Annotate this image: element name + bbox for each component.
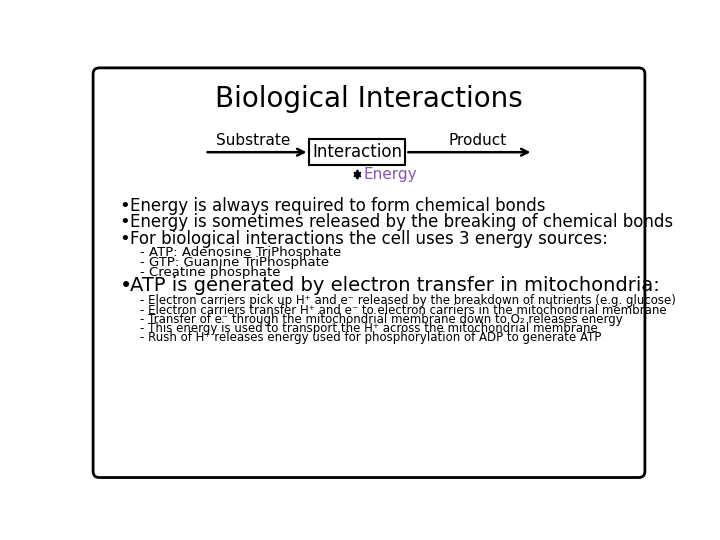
Text: - Creatine phosphate: - Creatine phosphate <box>140 266 281 279</box>
Text: Energy: Energy <box>364 167 417 182</box>
Text: - GTP: Guanine TriPhosphate: - GTP: Guanine TriPhosphate <box>140 256 330 269</box>
Text: - Rush of H⁺ releases energy used for phosphorylation of ADP to generate ATP: - Rush of H⁺ releases energy used for ph… <box>140 331 602 344</box>
Text: - This energy is used to transport the H⁺ across the mitochondrial membrane: - This energy is used to transport the H… <box>140 322 598 335</box>
Text: - ATP: Adenosine TriPhosphate: - ATP: Adenosine TriPhosphate <box>140 246 341 259</box>
Text: •: • <box>120 197 130 215</box>
Text: Biological Interactions: Biological Interactions <box>215 85 523 113</box>
Text: •: • <box>120 230 130 247</box>
Text: For biological interactions the cell uses 3 energy sources:: For biological interactions the cell use… <box>130 230 608 247</box>
Text: Interaction: Interaction <box>312 143 402 161</box>
Text: Product: Product <box>449 133 507 148</box>
Text: •: • <box>120 213 130 232</box>
Text: ATP is generated by electron transfer in mitochondria:: ATP is generated by electron transfer in… <box>130 276 660 295</box>
Text: Energy is sometimes released by the breaking of chemical bonds: Energy is sometimes released by the brea… <box>130 213 673 232</box>
Text: •: • <box>120 276 132 296</box>
Text: - Electron carriers transfer H⁺ and e⁻ to electron carriers in the mitochondrial: - Electron carriers transfer H⁺ and e⁻ t… <box>140 303 667 316</box>
Text: Substrate: Substrate <box>215 133 290 148</box>
Text: - Transfer of e⁻ through the mitochondrial membrane down to O₂ releases energy: - Transfer of e⁻ through the mitochondri… <box>140 313 623 326</box>
FancyBboxPatch shape <box>93 68 645 477</box>
FancyBboxPatch shape <box>310 139 405 165</box>
Text: Energy is always required to form chemical bonds: Energy is always required to form chemic… <box>130 197 546 215</box>
Text: - Electron carriers pick up H⁺ and e⁻ released by the breakdown of nutrients (e.: - Electron carriers pick up H⁺ and e⁻ re… <box>140 294 676 307</box>
